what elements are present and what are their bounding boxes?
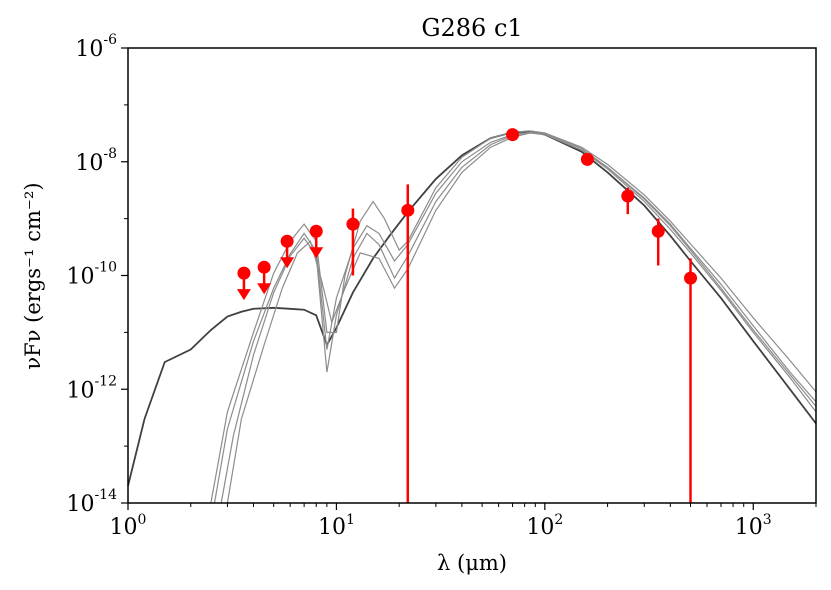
model-grey-a xyxy=(210,130,817,504)
measurement-point xyxy=(684,271,698,285)
y-tick-label: 10-12 xyxy=(66,373,117,403)
upper-limit-point xyxy=(309,224,323,238)
model-curves xyxy=(127,130,817,504)
x-axis-label: λ (μm) xyxy=(437,551,507,575)
y-tick-label: 10-14 xyxy=(66,487,117,517)
upper-limit-arrow xyxy=(236,289,251,301)
data-points xyxy=(236,128,698,503)
measurement-point xyxy=(580,152,594,166)
model-grey-b xyxy=(213,131,817,504)
upper-limit-point xyxy=(237,266,251,280)
measurement-point xyxy=(621,189,635,203)
chart-title: G286 c1 xyxy=(421,14,522,42)
x-tick-label: 101 xyxy=(318,512,355,540)
upper-limit-point xyxy=(257,260,271,274)
y-tick-label: 10-10 xyxy=(66,260,117,290)
measurement-point xyxy=(506,128,520,142)
x-tick-label: 102 xyxy=(526,512,563,540)
y-tick-label: 10-8 xyxy=(75,146,117,176)
y-axis-label: νFν (ergs⁻¹ cm⁻²) xyxy=(21,182,45,369)
x-tick-label: 103 xyxy=(735,512,772,540)
y-tick-label: 10-6 xyxy=(75,32,117,62)
x-tick-label: 100 xyxy=(110,512,147,540)
upper-limit-point xyxy=(280,234,294,248)
upper-limit-arrow xyxy=(257,283,272,295)
measurement-point xyxy=(401,203,415,217)
upper-limit-arrow xyxy=(280,257,295,269)
model-dark xyxy=(127,130,817,487)
model-grey-c xyxy=(220,131,817,504)
measurement-point xyxy=(346,217,360,231)
axis-ticks: 100 101 102 103 10-14 10-12 10-10 10-8 10-6 xyxy=(66,32,817,540)
measurement-point xyxy=(651,224,665,238)
model-grey-d xyxy=(226,132,817,504)
upper-limit-arrow xyxy=(309,247,324,259)
